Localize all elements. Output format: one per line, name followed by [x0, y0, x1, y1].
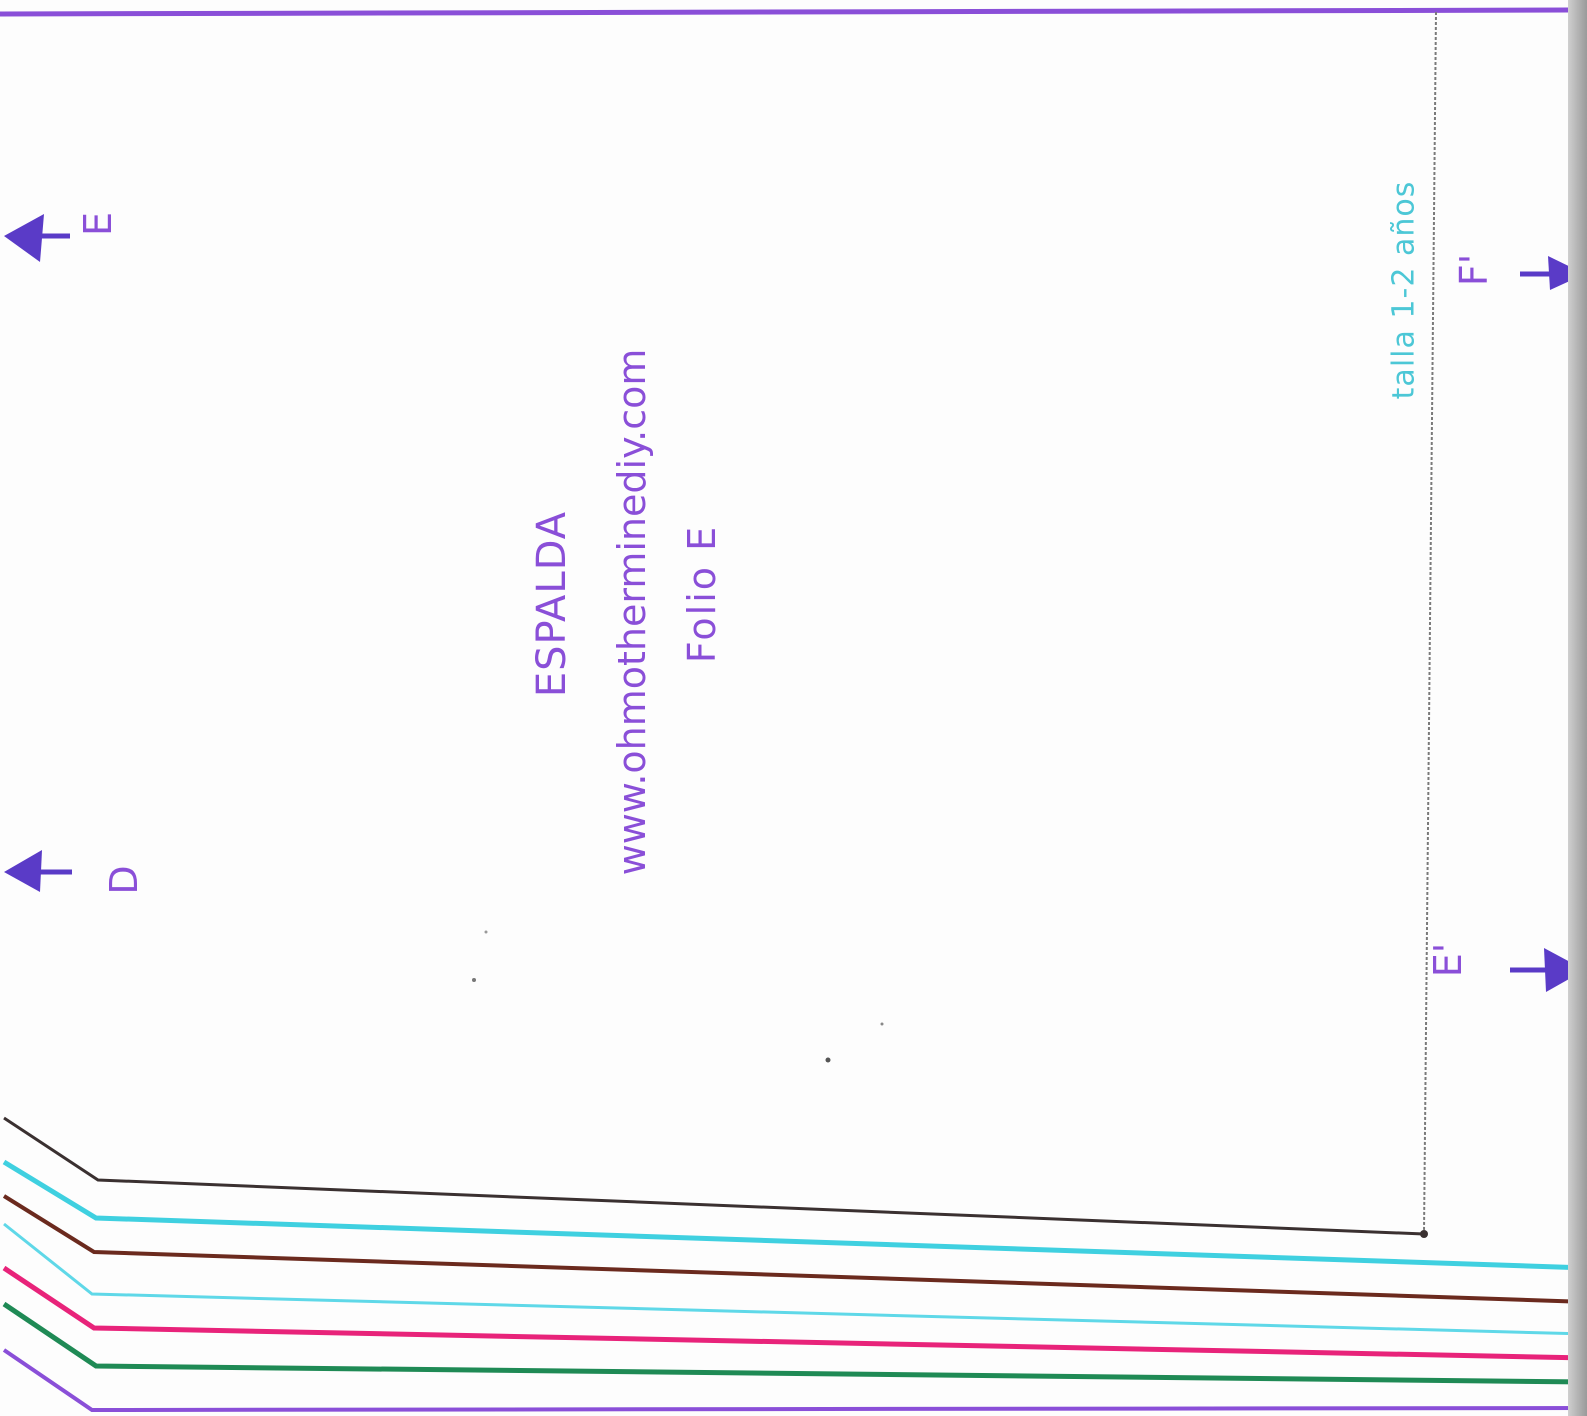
corner-dot	[1420, 1230, 1428, 1238]
arrow-right-bottom-icon	[1510, 948, 1585, 992]
marker-label-right-bottom: E'	[1426, 942, 1470, 978]
size-line-light-cyan	[3, 1222, 1587, 1336]
speck	[880, 1022, 884, 1026]
speck	[484, 930, 488, 934]
speck	[825, 1057, 831, 1063]
arrow-left-bottom-icon	[4, 850, 72, 892]
size-line-green	[2, 1301, 1587, 1385]
fold-line	[1423, 11, 1437, 1233]
piece-name: ESPALDA	[529, 510, 575, 698]
marker-label-left-bottom: D	[102, 865, 146, 895]
size-line-purple	[2, 1348, 1587, 1413]
size-line-cyan	[2, 1159, 1587, 1271]
speck	[472, 978, 476, 982]
marker-label-left-top: E	[76, 211, 120, 237]
size-note: talla 1-2 años	[1386, 180, 1422, 400]
size-line-black	[3, 1116, 1425, 1236]
size-line-brown	[2, 1194, 1587, 1304]
paper-edge-shadow	[1568, 0, 1587, 1416]
arrow-right-top-icon	[1520, 256, 1585, 290]
arrow-left-top-icon	[4, 214, 70, 262]
sheet-label: Folio E	[680, 524, 724, 664]
marker-label-right-top: F'	[1452, 253, 1496, 287]
website-url: www.ohmotherminediy.com	[610, 348, 654, 876]
top-edge-line	[0, 7, 1571, 17]
size-line-magenta	[2, 1265, 1587, 1361]
